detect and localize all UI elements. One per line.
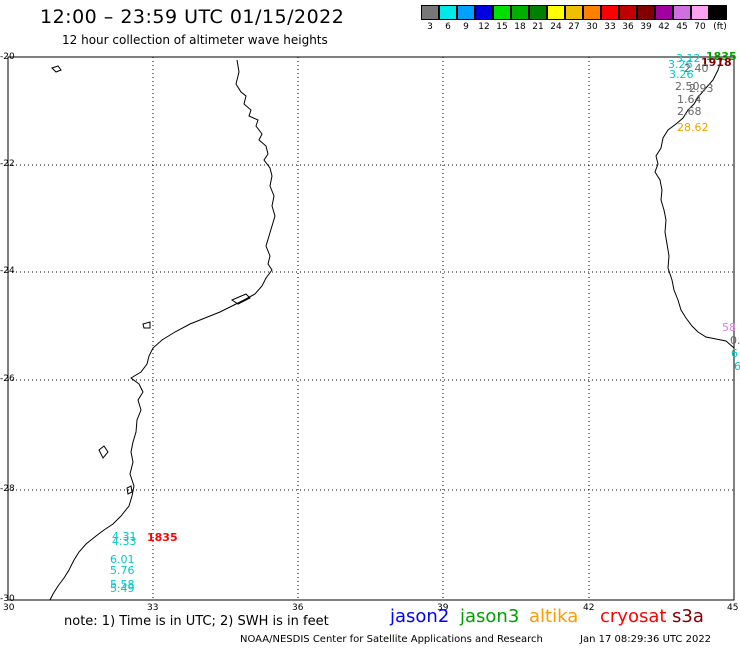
lat-label: -26 bbox=[0, 374, 15, 384]
lon-label: 42 bbox=[583, 603, 595, 613]
africa-coastline bbox=[49, 59, 276, 601]
island bbox=[51, 65, 62, 73]
lat-label: -20 bbox=[0, 52, 15, 62]
legend-label: 70 bbox=[694, 22, 706, 32]
lake bbox=[98, 445, 109, 459]
lon-label: 30 bbox=[3, 603, 15, 613]
lon-label: 39 bbox=[437, 603, 449, 613]
lat-label: -22 bbox=[0, 159, 15, 169]
wave-height-reading: 5.49 bbox=[110, 582, 135, 595]
legend-label: 36 bbox=[622, 22, 634, 32]
lake bbox=[142, 321, 151, 329]
wave-height-reading: 4.33 bbox=[112, 535, 137, 548]
legend-swatch bbox=[583, 5, 601, 20]
wave-height-reading: 5.76 bbox=[110, 564, 135, 577]
wave-height-reading: 3.26 bbox=[669, 68, 694, 81]
legend-swatch bbox=[655, 5, 673, 20]
legend-label: 3 bbox=[427, 22, 433, 32]
legend-swatch bbox=[493, 5, 511, 20]
wave-height-reading: 3.12 bbox=[676, 52, 701, 65]
legend-swatch bbox=[547, 5, 565, 20]
wave-height-reading: 2.50 bbox=[675, 80, 700, 93]
legend-label: 42 bbox=[658, 22, 670, 32]
satellite-altika: altika bbox=[529, 606, 579, 627]
legend-swatch bbox=[619, 5, 637, 20]
wave-height-reading: 3.26 bbox=[668, 58, 693, 71]
graticule bbox=[8, 57, 734, 600]
wave-height-reading: 1.64 bbox=[677, 93, 702, 106]
legend-swatch bbox=[511, 5, 529, 20]
wave-height-reading: 2.93 bbox=[689, 82, 714, 95]
legend-label: 12 bbox=[478, 22, 490, 32]
legend-swatch bbox=[475, 5, 493, 20]
lake bbox=[126, 485, 133, 495]
wave-height-reading: 1835 bbox=[147, 531, 178, 544]
wave-height-reading: 1918 bbox=[701, 56, 732, 69]
legend-swatch bbox=[421, 5, 439, 20]
wave-height-reading: 6 bbox=[731, 347, 738, 360]
map-subtitle: 12 hour collection of altimeter wave hei… bbox=[62, 33, 328, 47]
legend-label: 15 bbox=[496, 22, 508, 32]
lake bbox=[230, 293, 251, 305]
wave-height-reading: 6.01 bbox=[110, 553, 135, 566]
lat-label: -30 bbox=[0, 594, 15, 604]
lat-label: -24 bbox=[0, 266, 15, 276]
wave-height-reading: 1835 bbox=[706, 50, 737, 63]
legend-swatch bbox=[529, 5, 547, 20]
legend-label: 24 bbox=[550, 22, 562, 32]
footer-credit: NOAA/NESDIS Center for Satellite Applica… bbox=[240, 634, 543, 645]
legend-label: 45 bbox=[676, 22, 688, 32]
legend-label: 6 bbox=[445, 22, 451, 32]
units-note: note: 1) Time is in UTC; 2) SWH is in fe… bbox=[64, 614, 329, 629]
satellite-jason2: jason2 bbox=[390, 606, 450, 627]
wave-height-reading: 0. bbox=[730, 334, 740, 347]
lon-label: 36 bbox=[292, 603, 304, 613]
map-title: 12:00 – 23:59 UTC 01/15/2022 bbox=[40, 6, 345, 28]
lon-label: 45 bbox=[727, 603, 739, 613]
wave-height-reading: 28.62 bbox=[677, 121, 709, 134]
legend-swatch bbox=[691, 5, 709, 20]
legend-unit: (ft) bbox=[713, 22, 727, 32]
legend-label: 33 bbox=[604, 22, 616, 32]
wave-height-reading: 2.40 bbox=[684, 62, 709, 75]
legend-label: 18 bbox=[514, 22, 526, 32]
wave-height-reading: 5.58 bbox=[110, 578, 135, 591]
legend-label: 30 bbox=[586, 22, 598, 32]
map-frame bbox=[7, 56, 735, 601]
wave-height-reading: 6 bbox=[734, 360, 740, 373]
legend-swatch bbox=[457, 5, 475, 20]
legend-swatch bbox=[439, 5, 457, 20]
legend-label: 39 bbox=[640, 22, 652, 32]
lat-label: -28 bbox=[0, 484, 15, 494]
satellite-cryosat: cryosat bbox=[600, 606, 667, 627]
legend-label: 21 bbox=[532, 22, 544, 32]
legend-label: 27 bbox=[568, 22, 580, 32]
legend-swatch bbox=[601, 5, 619, 20]
legend-swatch bbox=[709, 5, 727, 20]
footer-timestamp: Jan 17 08:29:36 UTC 2022 bbox=[580, 634, 712, 645]
legend-swatch bbox=[565, 5, 583, 20]
lon-label: 33 bbox=[147, 603, 159, 613]
legend-label: 9 bbox=[463, 22, 469, 32]
wave-height-reading: 58 bbox=[722, 321, 736, 334]
madagascar-coastline bbox=[654, 57, 735, 349]
wave-height-reading: 4.31 bbox=[112, 530, 137, 543]
legend-swatch bbox=[673, 5, 691, 20]
satellite-s3a: s3a bbox=[672, 606, 704, 627]
legend-swatch bbox=[637, 5, 655, 20]
satellite-jason3: jason3 bbox=[460, 606, 520, 627]
wave-height-reading: 2.68 bbox=[677, 105, 702, 118]
